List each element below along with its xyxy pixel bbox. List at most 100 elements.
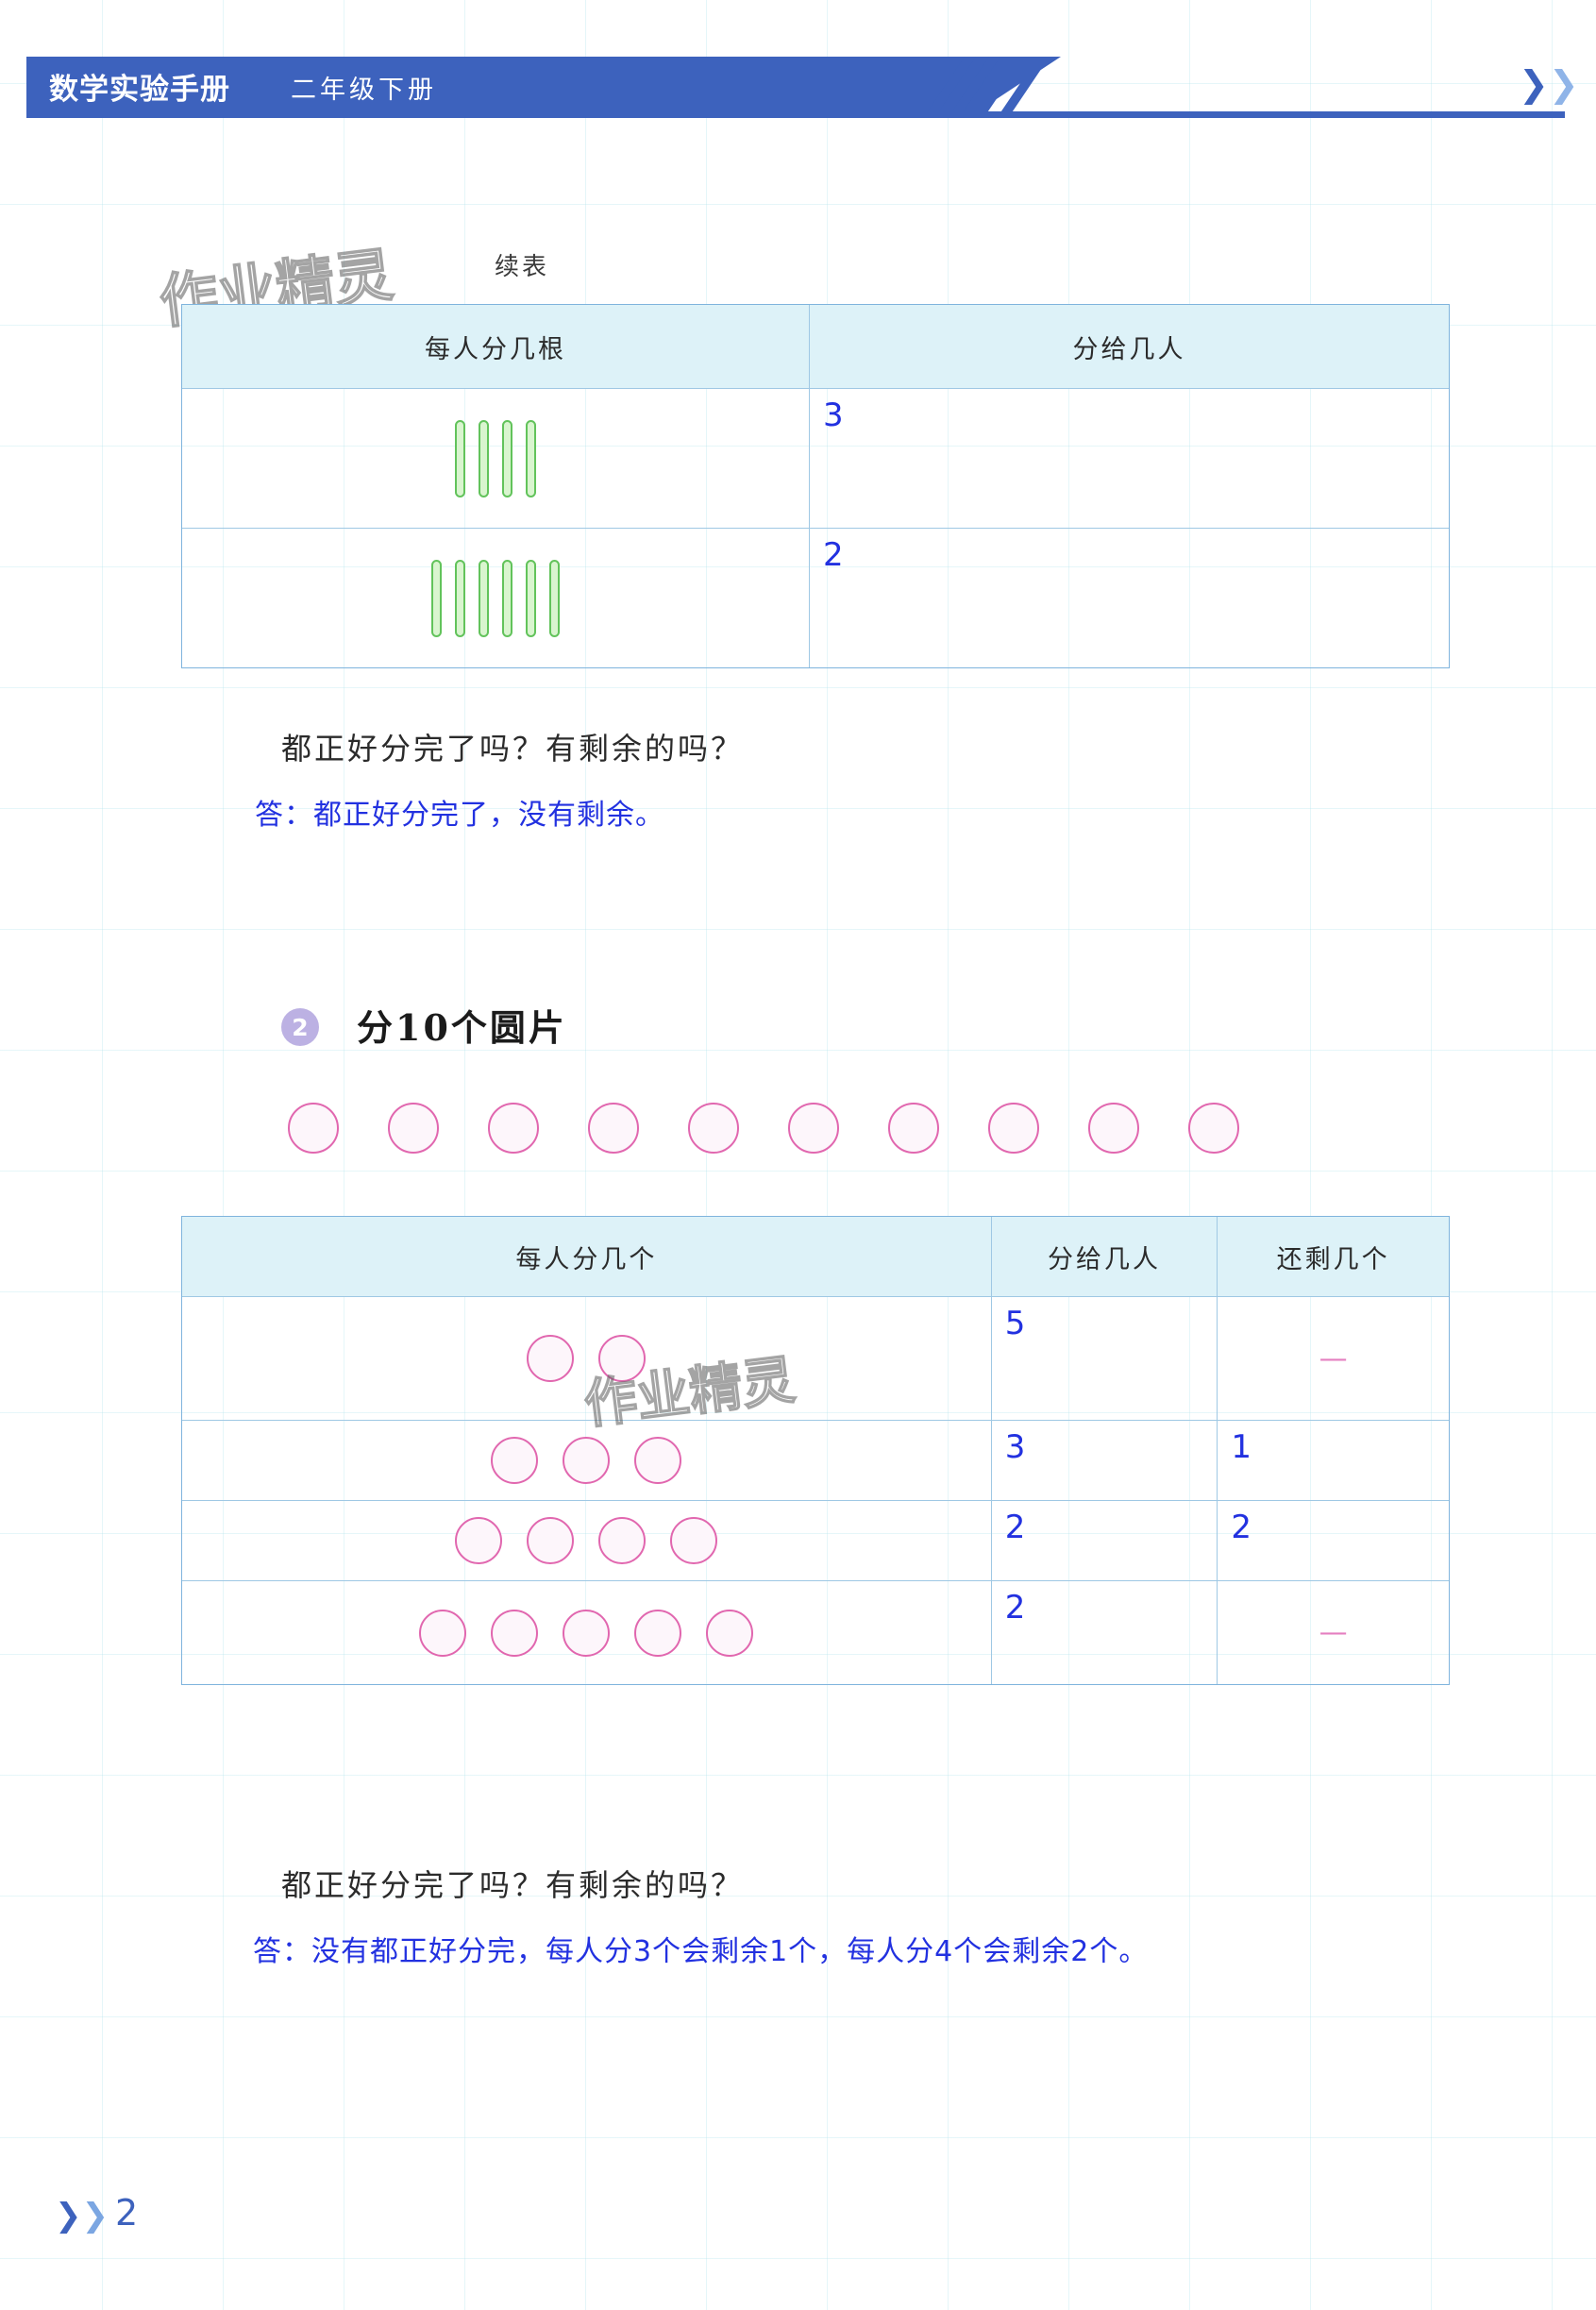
stick-icon [479,419,489,497]
table-row: 3 [182,388,1449,528]
circle-group [527,1335,647,1382]
circle-icon [563,1437,611,1484]
circle-icon [888,1103,939,1154]
book-subtitle: 二年级下册 [291,76,437,105]
stick-icon [431,559,442,637]
footer-double-chevron-right-icon: ❯❯ [55,2197,109,2234]
circle-icon [527,1335,575,1382]
circle-icon [563,1609,611,1657]
circle-group [491,1437,682,1484]
handwritten-answer: 2 [823,536,844,574]
table-row: 2 — [182,1580,1449,1684]
given-cell[interactable]: 3 [990,1421,1218,1500]
circle-icon [388,1103,439,1154]
stick-icon [549,559,560,637]
circle-icon [670,1517,718,1564]
circle-icon [634,1437,682,1484]
circle-icon [634,1609,682,1657]
table-row: 3 1 [182,1420,1449,1500]
left-cell[interactable]: — [1217,1581,1449,1684]
circle-icon [527,1517,575,1564]
continued-table-label: 续表 [495,253,550,281]
table-row: 2 2 [182,1500,1449,1580]
table-circles: 每人分几个 分给几人 还剩几个 5 — [181,1216,1450,1685]
column-header-label: 每人分几个 [515,1244,658,1274]
circle-icon [688,1103,739,1154]
stick-icon [526,559,536,637]
circle-icon [1088,1103,1139,1154]
circle-icon [419,1609,467,1657]
stick-icon [455,559,465,637]
circle-icon [455,1517,503,1564]
given-cell[interactable]: 2 [990,1581,1218,1684]
table-sticks: 每人分几根 分给几人 3 [181,304,1450,668]
double-chevron-right-icon: ❯❯ [1519,63,1579,105]
handwritten-answer: 3 [1004,1428,1026,1466]
section-2-badge: 2 [281,1008,319,1046]
column-header-label: 分给几人 [1048,1244,1162,1274]
question-2: 都正好分完了吗？有剩余的吗？ [281,1867,745,1903]
table-row: 2 [182,528,1449,667]
answer-cell[interactable]: 2 [809,529,1449,667]
header-stripes-decoration [927,57,1083,111]
column-header-label: 每人分几根 [425,334,566,364]
left-cell[interactable]: 1 [1217,1421,1449,1500]
circles-cell [182,1297,991,1420]
circle-group [419,1609,754,1657]
page-number: 2 [115,2192,139,2234]
circle-icon [491,1437,539,1484]
left-cell[interactable]: 2 [1217,1501,1449,1580]
stick-group [431,559,560,637]
header-banner [26,57,1061,111]
table-sticks-col-0: 每人分几根 [182,305,809,388]
page-header: 数学实验手册 二年级下册 ❯❯ [0,57,1596,118]
table-sticks-header: 每人分几根 分给几人 [182,305,1449,388]
stick-icon [526,419,536,497]
answer-cell[interactable]: 3 [809,389,1449,528]
sticks-cell [182,389,809,528]
table-circles-col-1: 分给几人 [990,1217,1218,1296]
circle-icon [491,1609,539,1657]
table-row: 5 — [182,1296,1449,1420]
handwritten-dash: — [1319,1616,1348,1649]
handwritten-answer: 3 [823,396,844,434]
circle-icon [1188,1103,1239,1154]
circles-cell [182,1581,991,1684]
handwritten-answer: 1 [1231,1428,1252,1466]
circles-cell [182,1421,991,1500]
circle-row-ten [288,1103,1239,1154]
given-cell[interactable]: 2 [990,1501,1218,1580]
circle-icon [588,1103,639,1154]
handwritten-answer: 2 [1004,1509,1026,1546]
handwritten-dash: — [1319,1341,1348,1375]
left-cell[interactable]: — [1217,1297,1449,1420]
stick-icon [455,419,465,497]
stick-icon [479,559,489,637]
circles-cell [182,1501,991,1580]
circle-icon [288,1103,339,1154]
circle-icon [706,1609,754,1657]
circle-icon [488,1103,539,1154]
table-sticks-col-1: 分给几人 [809,305,1449,388]
column-header-label: 还剩几个 [1276,1244,1390,1274]
circle-icon [988,1103,1039,1154]
book-title: 数学实验手册 [49,73,230,107]
answer-1: 答：都正好分完了，没有剩余。 [255,799,664,832]
stick-icon [502,559,512,637]
section-2-title: 分10个圆片 [357,1006,567,1049]
table-circles-header: 每人分几个 分给几人 还剩几个 [182,1217,1449,1296]
given-cell[interactable]: 5 [990,1297,1218,1420]
header-rule [26,111,1565,118]
table-circles-col-0: 每人分几个 [182,1217,991,1296]
table-circles-col-2: 还剩几个 [1217,1217,1449,1296]
circle-group [455,1517,718,1564]
handwritten-answer: 5 [1004,1305,1026,1342]
circle-icon [788,1103,839,1154]
stick-group [455,419,536,497]
column-header-label: 分给几人 [1072,334,1186,364]
stick-icon [502,419,512,497]
circle-icon [598,1335,647,1382]
handwritten-answer: 2 [1004,1589,1026,1627]
handwritten-answer: 2 [1231,1509,1252,1546]
